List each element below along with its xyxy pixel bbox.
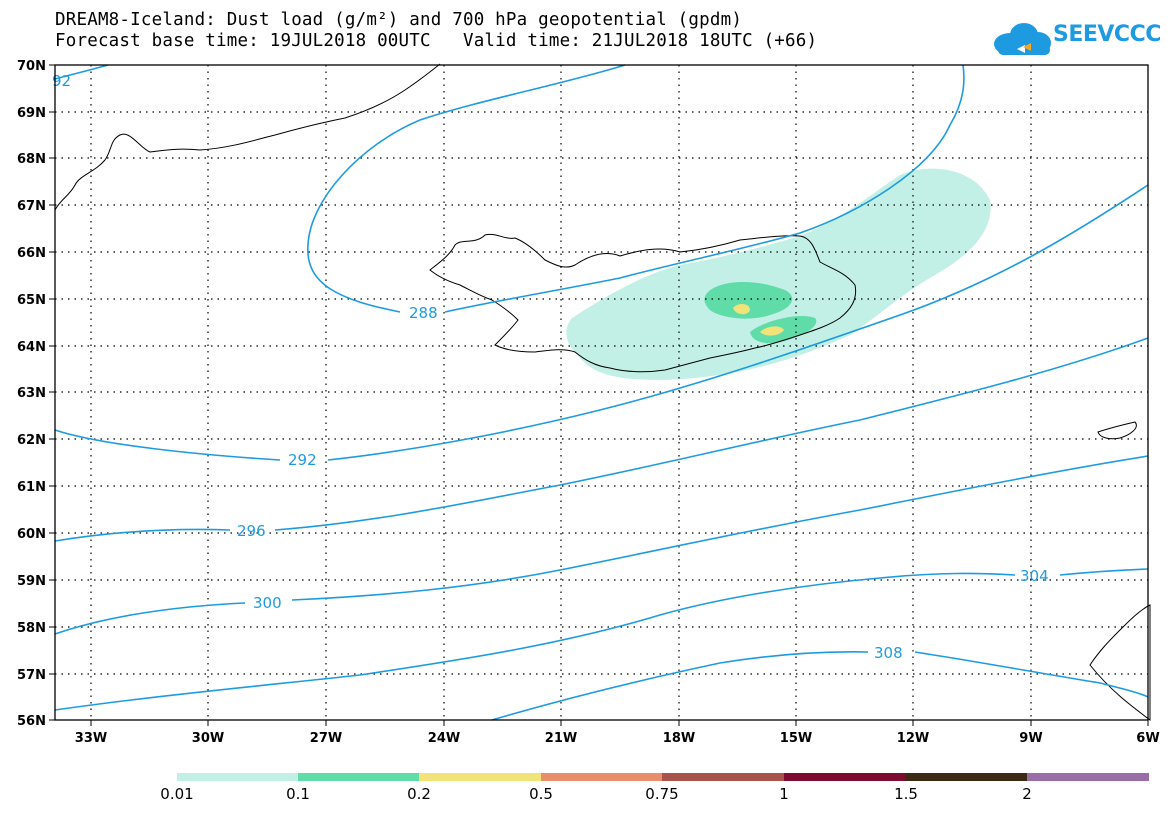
colorbar-segment-6 [906, 773, 1027, 781]
lat-label: 69N [17, 106, 46, 121]
colorbar-label: 0.01 [160, 785, 194, 803]
lat-label: 60N [17, 527, 46, 542]
lat-label: 58N [17, 621, 46, 636]
lat-label: 61N [17, 480, 46, 495]
lon-label: 6W [1136, 731, 1159, 746]
lon-label: 27W [310, 731, 342, 746]
contour-line-top [54, 64, 109, 80]
lon-label: 18W [663, 731, 695, 746]
colorbar-label: 0.1 [286, 785, 310, 803]
colorbar-segment-5 [784, 773, 906, 781]
graticule [55, 65, 1148, 720]
lat-label: 65N [17, 293, 46, 308]
contour-label-292: 292 [288, 451, 317, 469]
lat-label: 68N [17, 152, 46, 167]
axis-ticks [49, 64, 1149, 726]
lat-label: 59N [17, 574, 46, 589]
contour-label-300: 300 [253, 594, 282, 612]
lat-label: 57N [17, 668, 46, 683]
forecast-time-subtitle: Forecast base time: 19JUL2018 00UTC Vali… [55, 31, 818, 51]
lon-label: 9W [1019, 731, 1042, 746]
colorbar-label: 1.5 [894, 785, 918, 803]
coastlines [54, 63, 1151, 722]
colorbar-segment-1 [298, 773, 419, 781]
lat-label: 70N [17, 59, 46, 74]
contour-line-288 [307, 64, 965, 313]
dust-region-0.2-south [760, 326, 784, 336]
lon-label: 21W [545, 731, 577, 746]
contour-line-304 [54, 568, 1149, 711]
dust-region-0.2-north [733, 304, 750, 315]
contour-line-308 [491, 651, 1149, 721]
colorbar-segment-4 [662, 773, 784, 781]
lon-label: 30W [192, 731, 224, 746]
contour-labels: 92 288 292 296 300 304 308 [52, 72, 1049, 662]
lat-label: 62N [17, 433, 46, 448]
contour-label-308: 308 [874, 644, 903, 662]
greenland-coastline [54, 63, 441, 211]
map-title: DREAM8-Iceland: Dust load (g/m²) and 700… [55, 10, 743, 30]
lat-label: 56N [17, 714, 46, 729]
colorbar-label: 0.5 [529, 785, 553, 803]
colorbar-segment-2 [419, 773, 541, 781]
longitude-labels: 33W 30W 27W 24W 21W 18W 15W 12W 9W 6W [75, 731, 1160, 746]
lon-label: 15W [780, 731, 812, 746]
lon-label: 12W [897, 731, 929, 746]
dust-region-0.01 [566, 168, 991, 380]
lat-label: 67N [17, 199, 46, 214]
seevccc-logo [994, 23, 1051, 55]
dust-load-shading [566, 168, 991, 380]
contour-line-292 [54, 184, 1149, 461]
latitude-labels: 70N 69N 68N 67N 66N 65N 64N 63N 62N 61N … [17, 59, 46, 729]
colorbar-segment-0 [177, 773, 298, 781]
colorbar-segment-3 [541, 773, 662, 781]
geopotential-contours [54, 64, 1149, 721]
scotland-coastline [1089, 604, 1151, 722]
contour-line-296 [54, 337, 1149, 542]
lon-label: 24W [428, 731, 460, 746]
iceland-coastline [429, 233, 857, 373]
contour-label-304: 304 [1020, 567, 1049, 585]
contour-line-300 [54, 455, 1149, 635]
contour-label-92: 92 [52, 72, 71, 90]
contour-label-296: 296 [237, 522, 266, 540]
dust-region-0.1-north [704, 281, 793, 319]
colorbar-label: 1 [779, 785, 789, 803]
colorbar-label: 0.75 [645, 785, 679, 803]
lat-label: 63N [17, 386, 46, 401]
lon-label: 33W [75, 731, 107, 746]
lat-label: 64N [17, 340, 46, 355]
seevccc-logo-text: SEEVCCC [1053, 22, 1161, 47]
colorbar-segment-7 [1027, 773, 1149, 781]
colorbar-label: 2 [1022, 785, 1032, 803]
contour-label-288: 288 [409, 304, 438, 322]
lat-label: 66N [17, 246, 46, 261]
faroe-coastline [1097, 421, 1137, 440]
colorbar-label: 0.2 [407, 785, 431, 803]
